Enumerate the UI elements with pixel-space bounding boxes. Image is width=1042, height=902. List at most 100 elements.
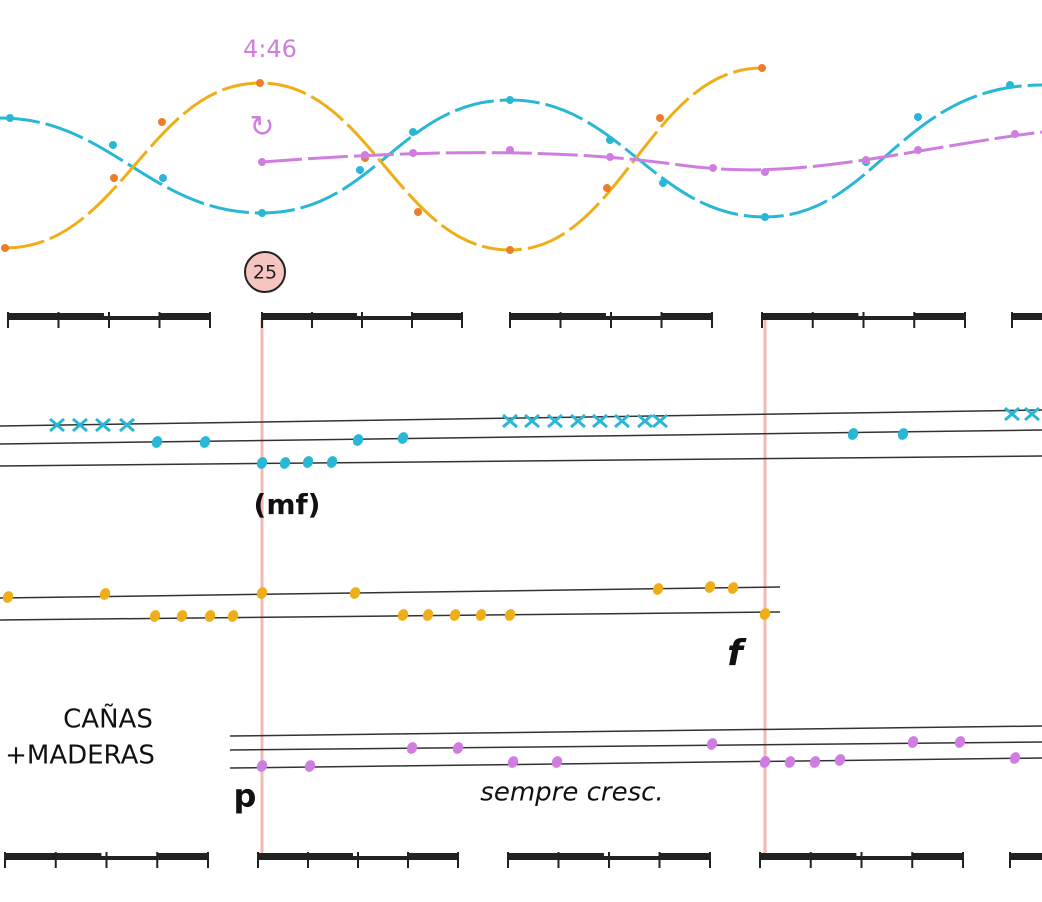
repeat-symbol: ↻	[249, 110, 274, 145]
note	[706, 738, 718, 750]
score-shapes	[0, 64, 1042, 868]
note	[199, 436, 211, 448]
staff-line	[229, 757, 1042, 769]
note	[1011, 130, 1019, 138]
note	[1, 244, 9, 252]
staff-line	[229, 725, 1042, 737]
note	[256, 760, 268, 772]
note	[151, 436, 163, 448]
dynamic: (mf)	[254, 488, 321, 521]
note	[551, 756, 563, 768]
cross	[547, 413, 563, 429]
timeline-block	[659, 853, 710, 860]
note	[176, 610, 188, 622]
rehearsal-circle	[244, 251, 286, 293]
rehearsal-mark: 25	[253, 262, 277, 284]
note	[110, 174, 118, 182]
timeline-block	[258, 853, 353, 860]
note	[847, 428, 859, 440]
cross	[72, 417, 88, 433]
note	[759, 608, 771, 620]
note	[954, 736, 966, 748]
timeline-block	[914, 313, 965, 320]
note	[304, 760, 316, 772]
cross	[570, 413, 586, 429]
staff-line	[0, 586, 781, 599]
note	[349, 587, 361, 599]
timeline-block	[508, 853, 604, 860]
note	[149, 610, 161, 622]
note	[109, 141, 117, 149]
cross	[119, 417, 135, 433]
note	[914, 146, 922, 154]
note	[6, 114, 14, 122]
cross	[1004, 406, 1020, 422]
note	[507, 756, 519, 768]
note	[606, 153, 614, 161]
note	[914, 113, 922, 121]
note	[227, 610, 239, 622]
cross	[637, 413, 653, 429]
timeline-block	[762, 313, 859, 320]
timeline-block	[1010, 853, 1042, 860]
cross	[592, 413, 608, 429]
note	[326, 456, 338, 468]
note	[414, 208, 422, 216]
dynamic: p	[234, 777, 257, 815]
cross	[1024, 406, 1040, 422]
note	[475, 609, 487, 621]
cross	[614, 413, 630, 429]
staff-line	[0, 409, 1042, 427]
note	[204, 610, 216, 622]
note	[406, 742, 418, 754]
instrument-label: CAÑAS	[63, 703, 153, 735]
note	[1006, 81, 1014, 89]
time-marking: 4:46	[243, 35, 297, 63]
note	[727, 582, 739, 594]
timeline-block	[262, 313, 357, 320]
note	[656, 114, 664, 122]
timeline-block	[912, 853, 963, 860]
note	[506, 246, 514, 254]
orange-wave	[4, 66, 763, 252]
note	[279, 457, 291, 469]
cross	[652, 413, 668, 429]
note	[709, 164, 717, 172]
expression: sempre cresc.	[480, 778, 663, 808]
note	[422, 609, 434, 621]
note	[356, 166, 364, 174]
note	[2, 591, 14, 603]
timeline-block	[661, 313, 712, 320]
cross	[524, 413, 540, 429]
cross	[49, 417, 65, 433]
timeline-block	[5, 853, 102, 860]
note	[506, 96, 514, 104]
note	[862, 156, 870, 164]
note	[258, 158, 266, 166]
note	[758, 64, 766, 72]
note	[907, 736, 919, 748]
note	[99, 588, 111, 600]
timeline-block	[8, 313, 104, 320]
cross	[95, 417, 111, 433]
note	[409, 128, 417, 136]
note	[159, 174, 167, 182]
staff-line	[0, 611, 781, 621]
timeline-block	[412, 313, 462, 320]
instrument-label: +MADERAS	[5, 741, 155, 771]
note	[256, 587, 268, 599]
note	[784, 756, 796, 768]
note	[606, 136, 614, 144]
note	[397, 432, 409, 444]
note	[158, 118, 166, 126]
note	[506, 146, 514, 154]
staff-line	[0, 429, 1042, 445]
note	[504, 609, 516, 621]
note	[652, 583, 664, 595]
timeline-block	[760, 853, 857, 860]
note	[759, 756, 771, 768]
note	[452, 742, 464, 754]
note	[761, 213, 769, 221]
